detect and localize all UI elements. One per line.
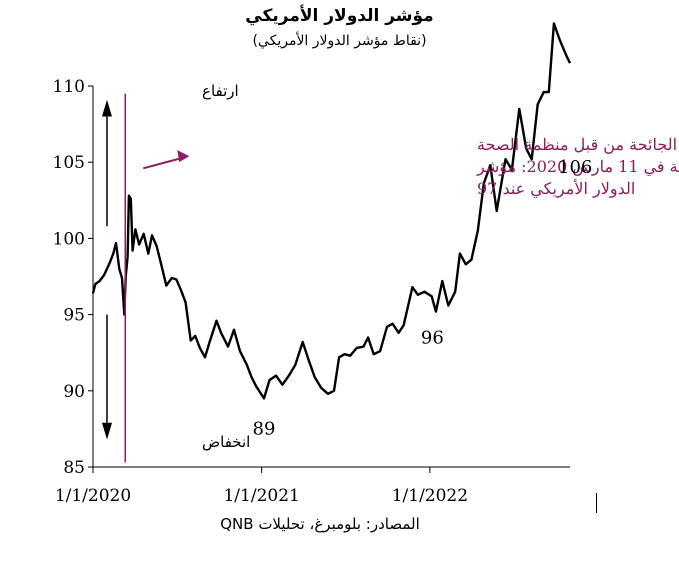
x-tick-label: 1/1/2020 <box>55 486 131 506</box>
axes: 85 90 95 100 105 110 1/1/2020 1/1/2021 1/1/2022 <box>53 77 570 506</box>
y-tick-label: 85 <box>63 458 85 478</box>
down-arrow-head <box>102 422 112 440</box>
source-note: المصادر: بلومبرغ، تحليلات QNB <box>220 515 420 533</box>
annotation-line-1: إعلان الجائحة من قبل منظمة الصحة <box>477 135 679 154</box>
series-line <box>91 22 572 400</box>
annotation-line-3: الدولار الأمريكي عند 97 <box>477 179 635 198</box>
y-tick-label: 90 <box>63 382 85 402</box>
y-tick-label: 110 <box>53 77 85 97</box>
down-label: انخفاض <box>202 433 250 451</box>
x-tick-label: 1/1/2022 <box>392 486 468 506</box>
divider <box>596 493 597 513</box>
annotation-arrow-head <box>177 150 190 163</box>
chart-subtitle: (نقاط مؤشر الدولار الأمريكي) <box>252 33 427 49</box>
y-tick-label: 105 <box>53 153 85 173</box>
x-tick-label: 1/1/2021 <box>223 486 299 506</box>
annotations: إعلان الجائحة من قبل منظمة الصحة العالمية… <box>102 82 679 463</box>
value-label-89: 89 <box>253 418 276 439</box>
y-tick-label: 95 <box>63 306 85 326</box>
value-label-106: 106 <box>558 157 592 178</box>
annotation-line-2: العالمية في 11 مارس 2020: مؤشر <box>476 157 679 176</box>
value-label-96: 96 <box>421 328 444 349</box>
plot-area <box>91 22 572 400</box>
up-label: ارتفاع <box>202 82 239 100</box>
y-tick-label: 100 <box>53 229 85 249</box>
chart-title: مؤشر الدولار الأمريكي <box>245 6 434 26</box>
annotation-arrow-shaft <box>143 156 184 170</box>
up-arrow-head <box>102 99 112 117</box>
